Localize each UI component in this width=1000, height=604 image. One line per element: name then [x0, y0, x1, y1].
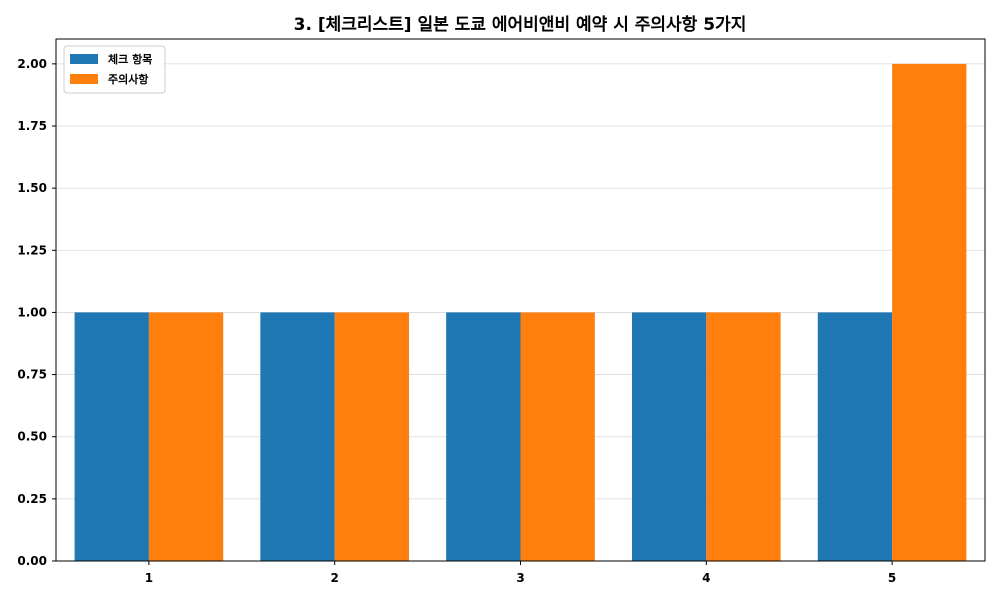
x-tick-label: 5	[888, 571, 896, 585]
bars	[74, 63, 967, 561]
y-tick-label: 1.50	[17, 181, 47, 195]
legend-swatch	[70, 74, 98, 84]
y-tick-label: 0.00	[17, 554, 47, 568]
bar-caution-3	[520, 312, 595, 561]
axis-ticks: 0.00 0.25 0.50 0.75 1.00 1.25 1.50 1.75 2.00 1 2 3 4…	[17, 57, 896, 585]
legend-swatch	[70, 54, 98, 64]
y-tick-label: 0.75	[17, 368, 47, 382]
y-tick-label: 0.25	[17, 492, 47, 506]
bar-check-item-2	[260, 312, 335, 561]
y-tick-label: 1.75	[17, 119, 47, 133]
y-tick-label: 2.00	[17, 57, 47, 71]
x-tick-label: 2	[331, 571, 339, 585]
bar-check-item-4	[631, 312, 707, 561]
x-tick-label: 3	[516, 571, 524, 585]
y-tick-label: 1.25	[17, 243, 47, 257]
y-tick-label: 0.50	[17, 430, 47, 444]
bar-caution-2	[334, 312, 410, 561]
bar-caution-4	[706, 312, 781, 561]
chart-title: 3. [체크리스트] 일본 도쿄 에어비앤비 예약 시 주의사항 5가지	[294, 14, 747, 35]
legend-label: 주의사항	[108, 72, 148, 86]
bar-check-item-1	[74, 312, 149, 561]
bar-check-item-5	[817, 312, 893, 561]
x-tick-label: 4	[702, 571, 710, 585]
y-tick-label: 1.00	[17, 305, 47, 319]
bar-caution-5	[892, 63, 967, 561]
bar-caution-1	[148, 312, 224, 561]
legend-label: 체크 항목	[108, 52, 152, 66]
bar-check-item-3	[446, 312, 521, 561]
x-tick-label: 1	[145, 571, 153, 585]
